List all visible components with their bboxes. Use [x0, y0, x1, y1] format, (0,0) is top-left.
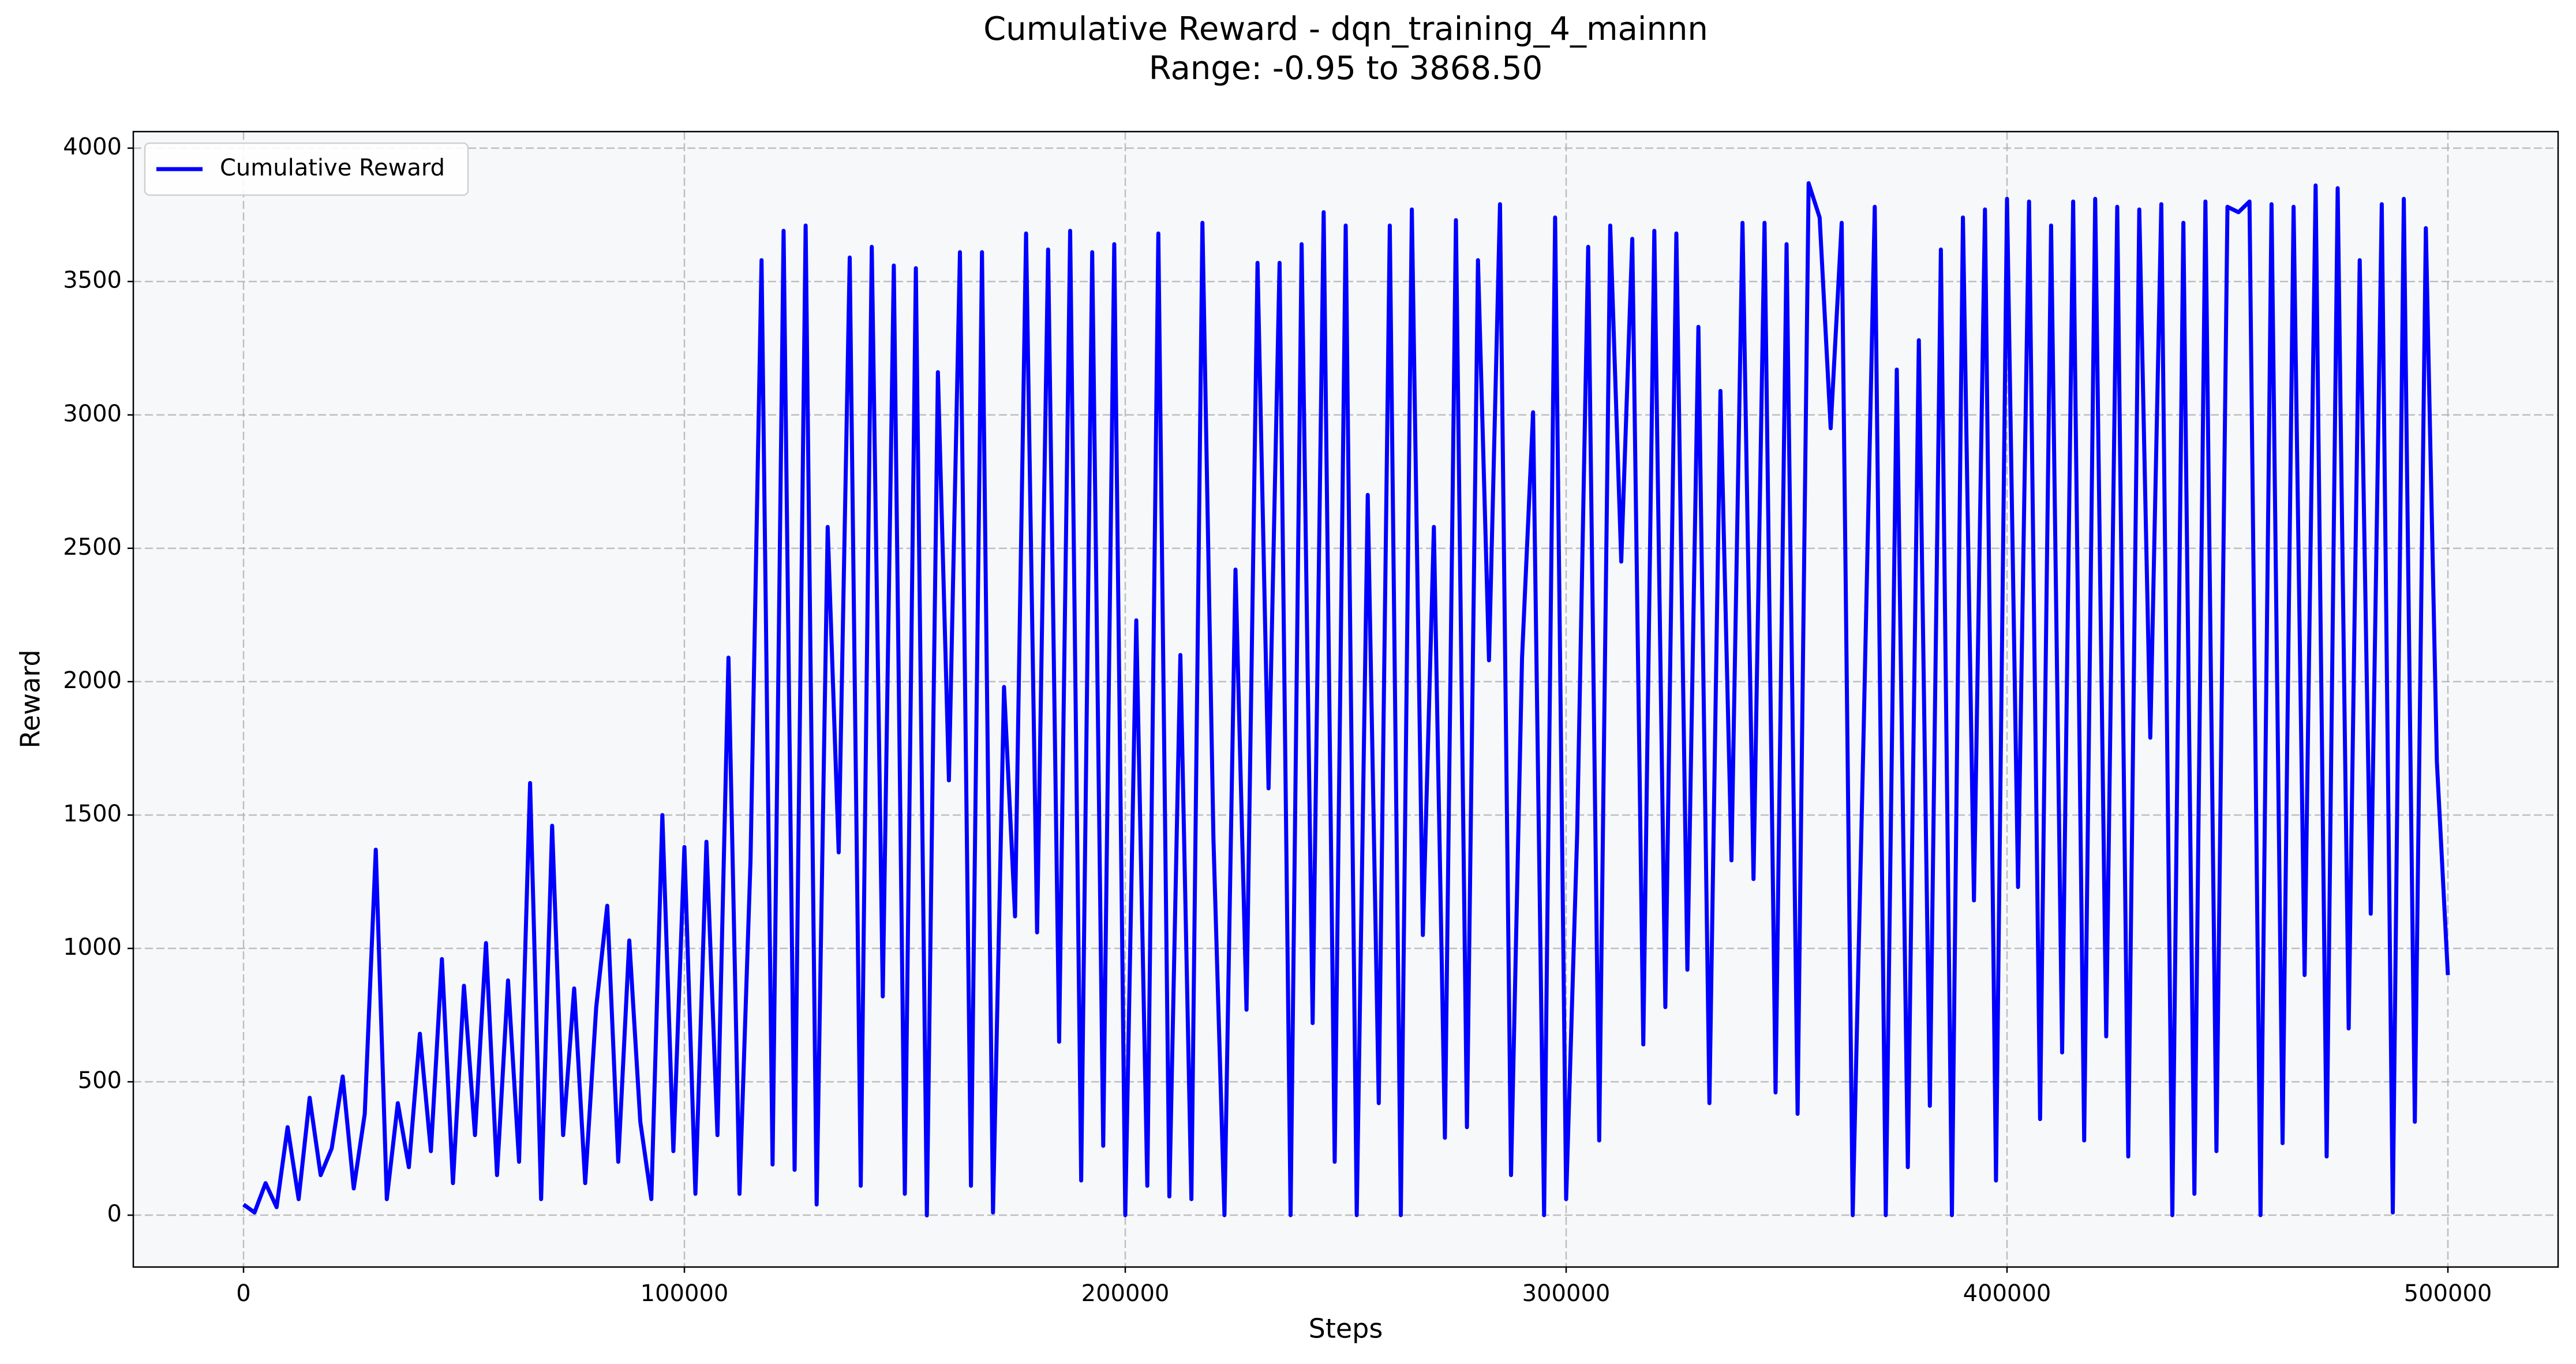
legend: Cumulative Reward	[144, 142, 469, 196]
x-axis-label: Steps	[1309, 1313, 1383, 1344]
plot-frame	[132, 130, 2559, 1268]
data-line	[242, 181, 2450, 1218]
y-tick-label: 2000	[63, 667, 122, 694]
y-tick-label: 1500	[63, 801, 122, 827]
y-tick-label: 2500	[63, 534, 122, 560]
legend-label: Cumulative Reward	[220, 155, 445, 181]
x-tick-label: 400000	[1963, 1280, 2051, 1307]
y-tick-label: 3000	[63, 401, 122, 427]
x-tick-label: 500000	[2404, 1280, 2492, 1307]
legend-box	[144, 142, 469, 196]
chart-subtitle: Range: -0.95 to 3868.50	[1149, 50, 1542, 87]
chart-title: Cumulative Reward - dqn_training_4_mainn…	[983, 10, 1708, 48]
y-tick-label: 500	[78, 1067, 122, 1094]
x-tick-label: 300000	[1522, 1280, 1611, 1307]
x-tick-label: 0	[236, 1280, 250, 1307]
x-tick-label: 100000	[641, 1280, 729, 1307]
y-tick-label: 0	[107, 1201, 122, 1227]
y-tick-label: 1000	[63, 934, 122, 961]
x-tick-label: 200000	[1081, 1280, 1170, 1307]
y-tick-label: 4000	[63, 134, 122, 160]
y-tick-label: 3500	[63, 267, 122, 294]
y-axis-label: Reward	[15, 649, 46, 748]
